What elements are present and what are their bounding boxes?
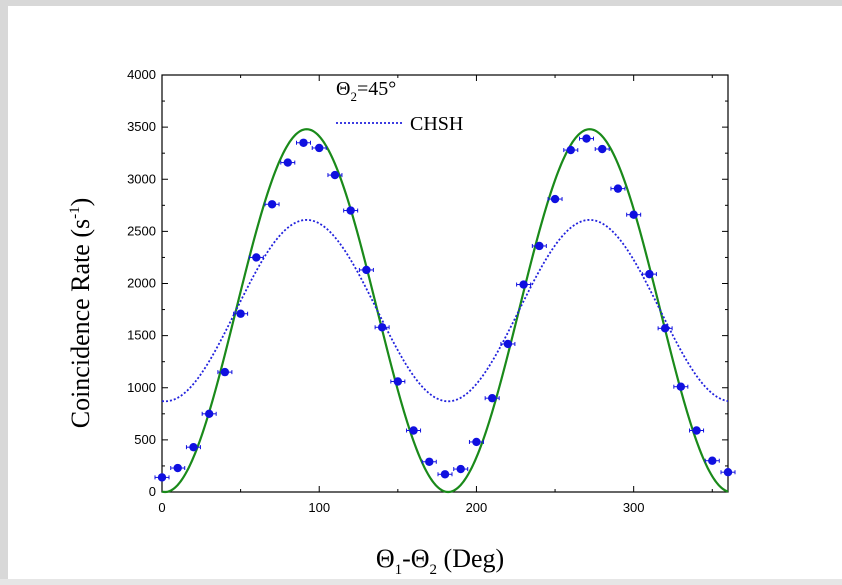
data-point — [362, 265, 371, 275]
data-point — [629, 210, 638, 219]
data-point — [204, 409, 214, 419]
y-tick-label: 1500 — [127, 328, 156, 343]
data-point — [692, 426, 701, 435]
data-point — [220, 367, 230, 377]
theta2-annotation: Θ2=45° — [336, 78, 396, 104]
bottom-border — [0, 579, 842, 585]
x-tick-label: 300 — [623, 500, 645, 515]
data-point — [299, 138, 308, 147]
x-axis-label: Θ1-Θ2 (Deg) — [376, 544, 504, 578]
data-point — [708, 456, 717, 465]
data-point — [346, 206, 355, 215]
y-tick-label: 2500 — [127, 223, 156, 238]
fit-curve — [161, 128, 729, 494]
data-point — [645, 269, 654, 279]
y-tick-label: 500 — [134, 432, 156, 447]
y-tick-label: 4000 — [127, 67, 156, 82]
y-axis-label: Coincidence Rate (s-1) — [66, 198, 95, 429]
data-point — [723, 467, 733, 477]
data-point — [267, 200, 277, 209]
y-tick-label: 3000 — [127, 171, 156, 186]
data-point — [425, 457, 434, 466]
data-point — [252, 253, 261, 262]
curves — [161, 128, 729, 494]
data-point — [456, 464, 465, 474]
data-point — [535, 241, 544, 251]
data-point — [519, 280, 528, 289]
data-points — [154, 134, 736, 482]
x-tick-label: 200 — [466, 500, 488, 515]
x-tick-label: 0 — [158, 500, 165, 515]
data-point — [393, 377, 403, 386]
data-point — [660, 324, 670, 333]
data-point — [487, 393, 497, 403]
data-point — [330, 170, 340, 180]
top-border — [0, 0, 842, 6]
y-tick-label: 1000 — [127, 380, 156, 395]
legend: CHSH — [336, 113, 463, 135]
data-point — [157, 473, 167, 482]
data-point — [472, 437, 481, 447]
data-point — [503, 339, 513, 349]
y-tick-label: 2000 — [127, 276, 156, 291]
legend-label-chsh: CHSH — [410, 113, 463, 135]
data-point — [377, 323, 387, 332]
data-point — [613, 184, 623, 193]
data-point — [236, 309, 245, 318]
data-point — [173, 463, 182, 473]
data-point — [676, 382, 686, 391]
data-point — [582, 134, 591, 143]
data-point — [550, 194, 560, 204]
data-point — [315, 143, 324, 153]
y-tick-label: 0 — [149, 484, 156, 499]
data-point — [598, 144, 607, 154]
y-tick-label: 3500 — [127, 119, 156, 134]
data-point — [189, 442, 198, 452]
data-point — [440, 470, 450, 479]
axes: 0 500 1000 1500 2000 2500 3000 3500 4000 0 100 200 3… — [127, 67, 729, 515]
x-tick-label: 100 — [308, 500, 330, 515]
chsh-curve — [161, 219, 729, 403]
plot-frame — [161, 74, 729, 493]
data-point — [283, 158, 292, 167]
data-point — [409, 426, 418, 435]
data-point — [566, 145, 575, 155]
